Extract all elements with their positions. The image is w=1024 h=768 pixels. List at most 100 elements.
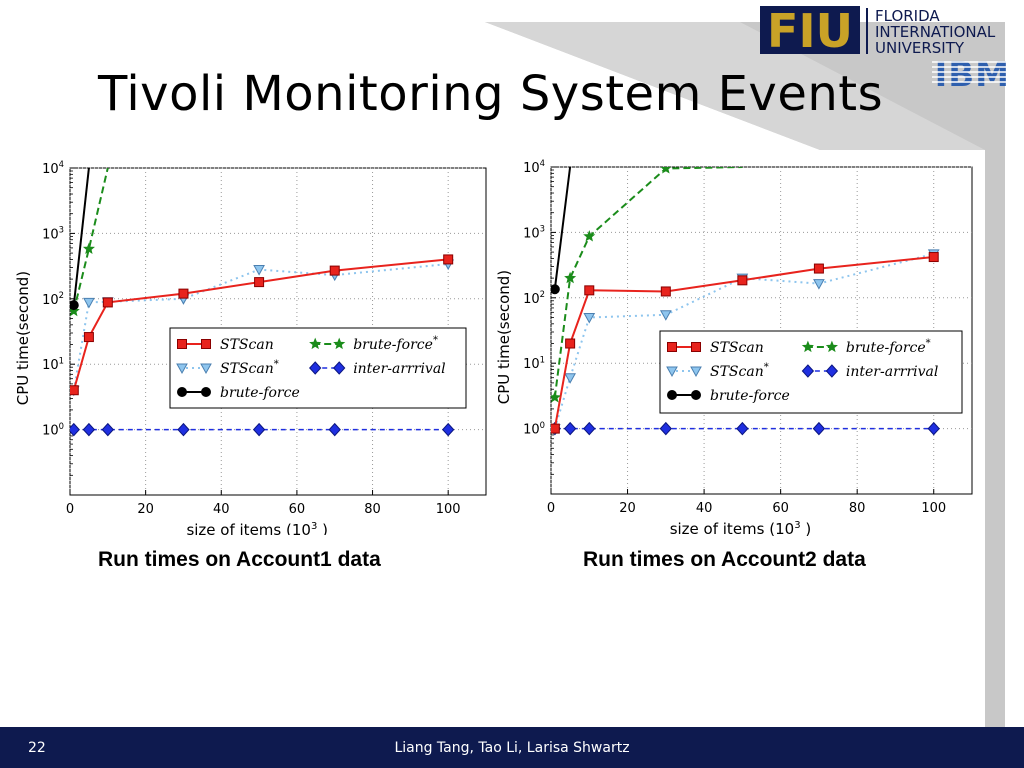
legend-marker bbox=[309, 337, 322, 350]
data-point bbox=[551, 391, 561, 403]
data-point bbox=[102, 297, 113, 308]
data-point bbox=[583, 312, 596, 324]
legend-entry: STScan* bbox=[666, 362, 769, 380]
x-tick-label: 40 bbox=[213, 502, 230, 517]
legend-marker bbox=[333, 361, 346, 375]
x-tick-label: 60 bbox=[772, 501, 789, 516]
legend-marker bbox=[691, 390, 701, 400]
data-point bbox=[564, 271, 577, 284]
data-point bbox=[583, 421, 596, 436]
y-tick-label: 103 bbox=[42, 225, 64, 243]
x-tick-label: 20 bbox=[619, 501, 636, 516]
y-tick-label: 101 bbox=[523, 354, 545, 372]
data-point bbox=[329, 265, 340, 276]
y-axis-label: CPU time(second) bbox=[14, 271, 32, 405]
data-point bbox=[82, 242, 95, 254]
logo-line-1: FLORIDA bbox=[875, 7, 940, 25]
chart-account2: 0 20 40 60 80 100 100 101 102 103 104 size of items… bbox=[495, 158, 973, 538]
logo-line-3: UNIVERSITY bbox=[875, 39, 965, 57]
chart-account1: 0 20 40 60 80 100 100 101 102 103 104 size of items… bbox=[14, 160, 487, 535]
data-point bbox=[660, 286, 671, 297]
data-point bbox=[254, 277, 265, 288]
x-tick-label: 100 bbox=[921, 501, 946, 516]
legend-entry: STScan bbox=[667, 340, 764, 356]
legend-label: brute-force bbox=[220, 385, 300, 401]
data-point bbox=[70, 422, 80, 437]
data-point bbox=[551, 284, 560, 295]
legend: STScan brute-force* STScan* inter-arrrival b… bbox=[659, 330, 963, 414]
data-point bbox=[583, 230, 596, 242]
legend-marker bbox=[666, 366, 678, 378]
data-point bbox=[927, 421, 940, 436]
data-point bbox=[660, 167, 672, 174]
data-point bbox=[253, 265, 265, 276]
logo-line-2: INTERNATIONAL bbox=[875, 23, 996, 41]
legend: STScan brute-force* STScan* inter-arrrival b… bbox=[169, 327, 467, 409]
legend-label: STScan* bbox=[710, 362, 769, 380]
data-point bbox=[443, 254, 454, 265]
series-brute-force bbox=[551, 167, 572, 295]
data-point bbox=[101, 422, 114, 437]
legend-entry: brute-force bbox=[667, 388, 790, 404]
legend-marker bbox=[177, 339, 187, 349]
series-line bbox=[553, 167, 572, 290]
data-point bbox=[564, 373, 576, 384]
series-brute-force-star bbox=[70, 168, 109, 317]
legend-entry: inter-arrrival bbox=[801, 364, 938, 380]
legend-label: brute-force* bbox=[846, 338, 931, 356]
data-point bbox=[584, 285, 595, 296]
y-tick-label: 102 bbox=[42, 290, 64, 308]
y-tick-label: 104 bbox=[42, 160, 64, 177]
page-number: 22 bbox=[28, 740, 46, 756]
legend-label: STScan* bbox=[220, 359, 279, 377]
legend-label: brute-force bbox=[710, 388, 790, 404]
fiu-logo-text: FIU bbox=[767, 4, 853, 58]
ibm-logo-text: IBM bbox=[935, 55, 1010, 92]
x-tick-label: 40 bbox=[696, 501, 713, 516]
legend-marker bbox=[176, 363, 188, 375]
series-brute-force-star bbox=[551, 167, 743, 403]
x-tick-label: 100 bbox=[436, 502, 461, 517]
legend-entry: inter-arrrival bbox=[309, 361, 446, 377]
data-point bbox=[812, 421, 826, 436]
legend-marker bbox=[309, 361, 322, 375]
data-point bbox=[813, 263, 824, 274]
legend-entry: brute-force* bbox=[309, 335, 438, 353]
legend-marker bbox=[200, 363, 212, 375]
x-tick-label: 80 bbox=[364, 502, 381, 517]
series-inter-arrrival bbox=[70, 422, 455, 437]
legend-label: inter-arrrival bbox=[846, 364, 938, 380]
fiu-ibm-logo: FIU FLORIDA INTERNATIONAL UNIVERSITY IBM bbox=[760, 4, 1018, 95]
data-point bbox=[177, 422, 190, 437]
data-point bbox=[737, 275, 748, 286]
legend-marker bbox=[177, 387, 187, 397]
data-point bbox=[70, 385, 79, 396]
data-point bbox=[659, 310, 672, 321]
x-tick-label: 0 bbox=[66, 502, 74, 517]
data-point bbox=[70, 304, 80, 317]
data-point bbox=[565, 338, 576, 349]
series-STScan bbox=[551, 252, 939, 434]
legend-marker bbox=[801, 340, 814, 353]
data-point bbox=[442, 422, 455, 437]
x-tick-label: 80 bbox=[849, 501, 866, 516]
legend-marker bbox=[201, 339, 211, 349]
x-tick-label: 20 bbox=[137, 502, 154, 517]
y-tick-label: 100 bbox=[42, 421, 64, 439]
data-point bbox=[813, 279, 825, 290]
legend-marker bbox=[691, 342, 701, 352]
footer-bar: 22 Liang Tang, Tao Li, Larisa Shwartz bbox=[0, 727, 1024, 768]
footer-authors: Liang Tang, Tao Li, Larisa Shwartz bbox=[394, 740, 630, 756]
y-tick-label: 100 bbox=[523, 420, 545, 438]
y-tick-label: 101 bbox=[42, 355, 64, 373]
y-tick-label: 103 bbox=[523, 224, 545, 242]
legend-entry: brute-force* bbox=[801, 338, 931, 356]
legend-label: STScan bbox=[710, 340, 764, 356]
y-tick-label: 104 bbox=[523, 158, 545, 176]
data-point bbox=[328, 422, 341, 437]
legend-marker bbox=[667, 390, 677, 400]
data-point bbox=[83, 332, 94, 343]
caption-account2: Run times on Account2 data bbox=[583, 548, 866, 571]
legend-marker bbox=[201, 387, 211, 397]
